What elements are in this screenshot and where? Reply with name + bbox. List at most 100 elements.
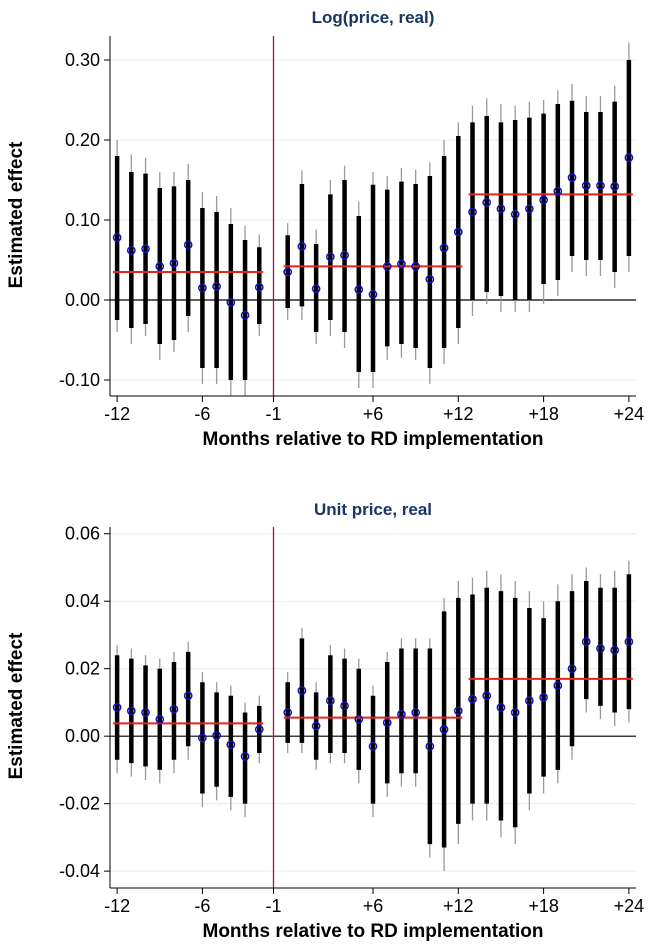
y-tick-label: 0.04 bbox=[65, 591, 100, 611]
y-tick-label: 0.02 bbox=[65, 659, 100, 679]
point-estimate bbox=[226, 298, 236, 307]
point-estimate bbox=[525, 204, 534, 214]
point-estimate bbox=[539, 195, 548, 205]
point-estimate bbox=[553, 681, 563, 690]
point-estimate bbox=[240, 310, 250, 320]
point-estimate bbox=[283, 267, 293, 277]
point-estimate bbox=[439, 725, 449, 734]
y-tick-label: 0.30 bbox=[65, 50, 100, 70]
point-estimate bbox=[326, 252, 335, 262]
y-tick-label: -0.04 bbox=[59, 861, 100, 881]
point-estimate bbox=[468, 694, 477, 704]
point-estimate bbox=[155, 714, 165, 724]
point-estimate bbox=[226, 740, 236, 749]
point-estimate bbox=[354, 285, 364, 294]
point-estimate bbox=[482, 198, 492, 207]
x-tick-label: -6 bbox=[194, 404, 210, 424]
x-tick-label: +24 bbox=[614, 404, 645, 424]
y-tick-label: 0.06 bbox=[65, 524, 100, 544]
y-axis-label: Estimated effect bbox=[6, 632, 27, 779]
axes: -0.04 -0.02 0.00 0.02 0.04 0.06 -12 -6 -1 +6 +12 +1… bbox=[59, 524, 644, 916]
point-estimate bbox=[212, 282, 221, 291]
point-estimate bbox=[155, 262, 165, 271]
y-axis-label: Estimated effect bbox=[6, 141, 27, 288]
point-estimate bbox=[297, 242, 307, 251]
point-estimate bbox=[453, 227, 463, 237]
point-estimate bbox=[425, 274, 435, 284]
point-estimate bbox=[368, 741, 378, 751]
point-estimate bbox=[468, 207, 477, 217]
point-estimate bbox=[382, 262, 392, 271]
x-tick-label: +18 bbox=[528, 404, 559, 424]
point-estimate bbox=[340, 250, 349, 260]
point-estimate bbox=[539, 693, 548, 702]
chart-title: Unit price, real bbox=[314, 500, 432, 519]
point-estimate bbox=[553, 186, 563, 196]
point-estimate bbox=[382, 718, 392, 728]
point-estimate bbox=[581, 181, 591, 190]
point-estimate bbox=[368, 290, 378, 299]
point-estimate bbox=[453, 706, 463, 716]
x-tick-label: +6 bbox=[363, 404, 384, 424]
point-estimate bbox=[311, 721, 321, 731]
point-estimate bbox=[496, 703, 506, 712]
point-estimate bbox=[567, 664, 577, 674]
point-estimate bbox=[126, 706, 136, 716]
point-estimate bbox=[610, 645, 620, 655]
x-tick-label: +18 bbox=[528, 896, 559, 916]
point-estimate bbox=[112, 233, 122, 242]
x-tick-label: +24 bbox=[614, 896, 645, 916]
point-estimate bbox=[411, 262, 420, 271]
y-tick-label: -0.02 bbox=[59, 794, 100, 814]
point-estimate bbox=[624, 637, 634, 647]
point-estimate bbox=[397, 259, 406, 269]
point-estimate bbox=[525, 696, 534, 706]
y-tick-label: -0.10 bbox=[59, 370, 100, 390]
panel-unit-price: Unit price, real Estimated effect Months… bbox=[6, 500, 644, 942]
point-estimate bbox=[169, 258, 179, 268]
point-estimate bbox=[510, 210, 520, 219]
x-tick-label: -1 bbox=[265, 896, 281, 916]
period-mean-lines bbox=[113, 677, 633, 725]
x-tick-label: +12 bbox=[443, 404, 474, 424]
y-tick-label: 0.00 bbox=[65, 290, 100, 310]
point-estimate bbox=[397, 709, 406, 719]
point-estimate bbox=[439, 243, 449, 253]
point-estimate bbox=[326, 696, 335, 706]
point-estimate bbox=[198, 733, 207, 743]
point-estimate bbox=[198, 283, 207, 293]
x-tick-label: -6 bbox=[194, 896, 210, 916]
point-estimate bbox=[297, 686, 307, 695]
point-estimate bbox=[283, 708, 293, 717]
point-estimate bbox=[126, 246, 136, 255]
x-axis-label: Months relative to RD implementation bbox=[203, 921, 544, 942]
point-estimate bbox=[425, 741, 435, 751]
point-estimate bbox=[567, 173, 577, 182]
point-estimate bbox=[610, 182, 620, 191]
x-axis-label: Months relative to RD implementation bbox=[203, 429, 544, 450]
point-estimate bbox=[496, 204, 506, 214]
y-tick-label: 0.20 bbox=[65, 130, 100, 150]
point-estimate bbox=[354, 714, 364, 724]
point-estimate bbox=[183, 240, 193, 250]
point-estimate bbox=[183, 691, 193, 701]
point-estimate bbox=[212, 731, 221, 740]
point-estimate bbox=[596, 181, 605, 190]
point-estimate bbox=[240, 752, 250, 761]
point-estimate bbox=[169, 704, 179, 714]
point-estimate bbox=[596, 644, 605, 653]
x-tick-label: -12 bbox=[104, 896, 130, 916]
point-estimate bbox=[411, 708, 420, 717]
chart-title: Log(price, real) bbox=[312, 8, 435, 27]
panel-log-price: Log(price, real) Estimated effect Months… bbox=[6, 8, 644, 450]
x-tick-label: -12 bbox=[104, 404, 130, 424]
y-tick-label: 0.10 bbox=[65, 210, 100, 230]
axes: -0.10 0.00 0.10 0.20 0.30 -12 -6 -1 +6 +12 +18 +24 bbox=[59, 36, 644, 424]
point-estimate bbox=[141, 708, 150, 717]
point-estimates bbox=[112, 637, 634, 761]
point-estimate bbox=[254, 725, 264, 734]
point-estimate bbox=[311, 284, 321, 294]
point-estimates bbox=[112, 153, 634, 320]
point-estimate bbox=[624, 153, 634, 162]
